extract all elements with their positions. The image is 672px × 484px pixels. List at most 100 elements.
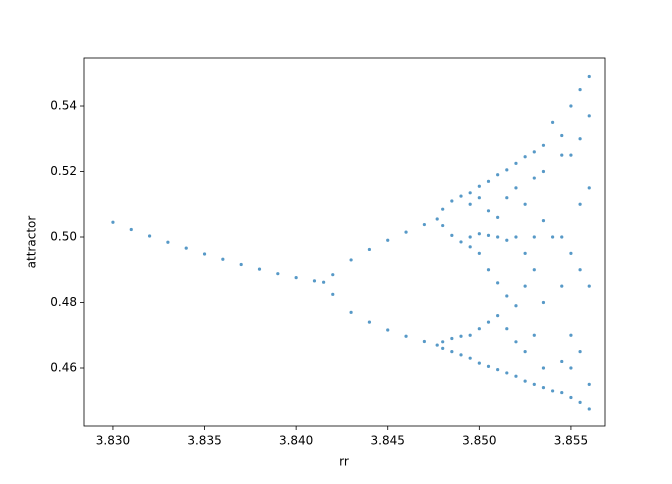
point bbox=[587, 74, 591, 79]
point bbox=[578, 137, 582, 141]
point bbox=[505, 371, 509, 375]
point bbox=[514, 235, 518, 239]
point bbox=[532, 382, 536, 386]
point bbox=[523, 251, 527, 255]
point bbox=[404, 334, 408, 338]
point bbox=[166, 240, 170, 244]
point bbox=[450, 350, 454, 354]
point bbox=[147, 234, 152, 238]
point bbox=[486, 320, 491, 324]
point bbox=[541, 300, 546, 305]
point bbox=[257, 267, 262, 271]
point bbox=[496, 235, 500, 239]
point bbox=[331, 273, 335, 277]
point bbox=[523, 202, 527, 206]
point bbox=[551, 389, 555, 393]
point bbox=[486, 179, 491, 183]
point bbox=[514, 374, 518, 378]
point bbox=[569, 251, 573, 255]
point bbox=[486, 233, 491, 237]
point bbox=[541, 366, 546, 370]
x-tick-label: 3.835 bbox=[187, 434, 221, 448]
point bbox=[477, 196, 481, 200]
point bbox=[569, 153, 573, 157]
point bbox=[441, 346, 445, 350]
point bbox=[523, 284, 527, 288]
point bbox=[532, 176, 536, 180]
point bbox=[459, 194, 463, 198]
point bbox=[331, 292, 335, 296]
point bbox=[441, 340, 445, 344]
y-tick-label: 0.52 bbox=[50, 164, 77, 178]
point bbox=[578, 268, 582, 272]
point bbox=[468, 202, 472, 206]
x-tick-label: 3.855 bbox=[554, 434, 588, 448]
point bbox=[541, 386, 546, 390]
point bbox=[422, 339, 426, 344]
point bbox=[486, 209, 491, 213]
point bbox=[468, 235, 472, 239]
point bbox=[468, 333, 472, 337]
point bbox=[541, 219, 546, 223]
point bbox=[496, 215, 500, 219]
point bbox=[496, 368, 500, 372]
point bbox=[349, 258, 353, 262]
point bbox=[505, 196, 509, 200]
point bbox=[129, 227, 133, 232]
point bbox=[422, 222, 426, 227]
point bbox=[477, 251, 481, 255]
point bbox=[496, 173, 500, 177]
point bbox=[560, 284, 564, 288]
point bbox=[532, 268, 536, 272]
point bbox=[459, 334, 463, 338]
point bbox=[514, 340, 518, 344]
y-tick-label: 0.50 bbox=[50, 230, 77, 244]
point bbox=[294, 276, 298, 280]
point bbox=[505, 168, 509, 172]
point bbox=[386, 238, 390, 242]
point bbox=[367, 320, 372, 324]
point bbox=[569, 366, 573, 370]
point bbox=[367, 247, 372, 252]
point bbox=[459, 353, 463, 357]
point bbox=[532, 150, 536, 154]
point bbox=[505, 327, 509, 331]
point bbox=[441, 223, 445, 228]
point bbox=[569, 395, 573, 400]
point bbox=[477, 184, 481, 188]
point bbox=[587, 284, 591, 288]
x-tick-label: 3.845 bbox=[371, 434, 405, 448]
y-tick-label: 0.46 bbox=[50, 361, 77, 375]
point bbox=[560, 133, 564, 138]
point bbox=[459, 240, 463, 244]
point bbox=[477, 361, 481, 365]
y-axis-label: attractor bbox=[25, 216, 39, 269]
point bbox=[587, 114, 591, 118]
point bbox=[477, 327, 481, 331]
x-axis-label: rr bbox=[339, 455, 349, 469]
point bbox=[468, 356, 472, 360]
point bbox=[514, 186, 518, 190]
point bbox=[450, 336, 454, 341]
point bbox=[532, 333, 536, 337]
point bbox=[486, 268, 491, 272]
plot-frame bbox=[83, 57, 606, 427]
point bbox=[523, 379, 527, 383]
point bbox=[468, 245, 472, 249]
point bbox=[587, 382, 591, 386]
point bbox=[202, 252, 207, 256]
y-tick-label: 0.48 bbox=[50, 295, 77, 309]
x-tick-label: 3.840 bbox=[279, 434, 313, 448]
point bbox=[496, 314, 500, 318]
point bbox=[551, 120, 555, 124]
x-tick-label: 3.850 bbox=[462, 434, 496, 448]
point bbox=[239, 262, 243, 267]
point bbox=[441, 207, 445, 211]
point bbox=[560, 390, 564, 395]
point bbox=[587, 186, 591, 190]
point bbox=[560, 153, 564, 157]
point bbox=[404, 230, 408, 234]
point bbox=[578, 350, 582, 354]
point bbox=[276, 272, 280, 276]
